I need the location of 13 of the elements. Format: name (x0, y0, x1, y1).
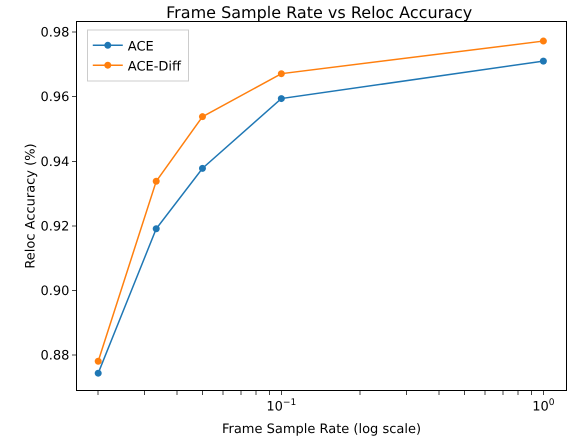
y-axis-title: Reloc Accuracy (%) (23, 143, 38, 269)
y-tick-label: 0.90 (40, 284, 70, 300)
chart-title: Frame Sample Rate vs Reloc Accuracy (166, 2, 472, 22)
y-tick-label: 0.94 (40, 154, 70, 170)
y-tick-label: 0.96 (40, 90, 70, 106)
x-tick-label: 10$^{0}$ (532, 398, 555, 415)
y-tick-label: 0.88 (40, 348, 70, 364)
y-tick-label: 0.92 (40, 219, 70, 234)
legend-label: ACE (128, 39, 154, 54)
x-tick-label: 10$^{−1}$ (266, 398, 296, 415)
y-tick-label: 0.98 (40, 26, 70, 41)
x-axis-title: Frame Sample Rate (log scale) (222, 422, 422, 437)
legend-label: ACE-Diff (128, 59, 182, 74)
